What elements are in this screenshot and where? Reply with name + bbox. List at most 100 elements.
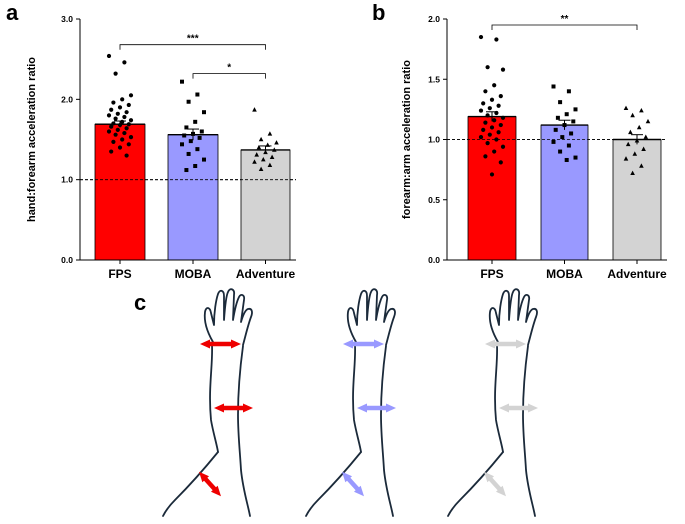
data-point (489, 172, 495, 177)
data-point (487, 106, 492, 111)
bar-moba (167, 134, 219, 261)
data-point (195, 92, 200, 97)
data-point (184, 125, 189, 130)
data-point (180, 142, 184, 147)
data-point (274, 140, 279, 145)
movement-arrow-head (528, 403, 538, 413)
data-point (109, 107, 114, 112)
upper-arm-outline (305, 451, 362, 517)
data-point (115, 111, 120, 116)
data-point (106, 129, 112, 134)
data-point (573, 107, 578, 112)
movement-arrow-head (341, 471, 353, 483)
movement-arrow-head (499, 403, 509, 413)
y-tick-label: 3.0 (61, 14, 73, 24)
hand-outline (203, 288, 253, 346)
data-point (122, 114, 127, 120)
y-tick-label: 1.0 (61, 175, 73, 185)
y-tick-label: 2.0 (61, 94, 73, 104)
data-point (180, 79, 184, 84)
data-point (630, 170, 635, 176)
data-point (489, 97, 495, 102)
hand-outline (488, 288, 538, 346)
forearm-left-outline (209, 344, 219, 453)
data-point (558, 149, 563, 154)
data-point (261, 156, 266, 162)
bar-fps (467, 116, 517, 261)
data-point (492, 118, 497, 123)
data-point (496, 130, 501, 135)
data-point (564, 112, 569, 117)
data-point (483, 89, 488, 94)
data-point (492, 83, 497, 88)
data-point (117, 105, 123, 110)
arm-diagram-fps (162, 288, 253, 517)
data-point (478, 34, 484, 40)
movement-arrow-head (516, 339, 526, 349)
data-point (128, 93, 134, 98)
data-point (186, 99, 191, 104)
data-point (553, 127, 558, 132)
data-point (500, 67, 506, 72)
category-label-fps: FPS (480, 267, 503, 281)
data-point (492, 149, 497, 154)
data-point (195, 147, 200, 152)
data-point (202, 110, 206, 115)
data-point (113, 71, 118, 76)
data-point (564, 157, 569, 162)
data-point (478, 108, 484, 113)
data-point (111, 100, 116, 105)
data-point (558, 100, 563, 105)
arm-right-outline (237, 345, 251, 517)
y-tick-label: 1.0 (428, 135, 440, 145)
data-point (641, 146, 646, 151)
forearm-left-outline (352, 344, 362, 453)
data-point (267, 131, 273, 136)
data-point (128, 134, 134, 140)
y-tick-label: 0.0 (61, 255, 73, 265)
arm-diagrams (162, 288, 538, 517)
data-point (184, 168, 189, 173)
data-point (483, 120, 488, 125)
significance-bracket (192, 73, 266, 79)
data-point (498, 160, 503, 165)
panel-letter-b: b (372, 0, 385, 25)
bar-adventure (612, 139, 662, 261)
chart-panel-b: 0.0 0.5 1.0 1.5 2.0 FPS MOBA Adventure forearm:a… (401, 14, 667, 281)
data-point (117, 145, 123, 150)
arm-right-outline (380, 345, 394, 517)
data-point (500, 144, 506, 149)
data-point (478, 134, 484, 140)
movement-arrow-head (483, 471, 495, 483)
y-axis-title: hand:forearm acceleration ratio (26, 57, 38, 222)
panel-letter-a: a (6, 0, 19, 25)
data-point (106, 53, 112, 59)
data-point (555, 115, 560, 120)
movement-arrow-head (231, 339, 241, 349)
data-point (254, 152, 259, 157)
data-point (258, 166, 264, 172)
data-point (481, 127, 486, 132)
data-point (498, 122, 503, 128)
data-point (202, 157, 206, 162)
data-point (496, 103, 501, 108)
movement-arrow-head (495, 485, 507, 497)
data-point (623, 105, 629, 110)
hand-outline (346, 288, 396, 346)
data-point (645, 118, 651, 124)
data-point (643, 134, 649, 139)
data-point (494, 137, 499, 142)
category-label-adventure: Adventure (607, 267, 667, 281)
significance-bracket (491, 24, 638, 31)
data-point (193, 119, 198, 124)
data-point (628, 129, 633, 135)
data-point (120, 97, 125, 102)
data-point (124, 110, 129, 115)
data-point (551, 139, 556, 144)
movement-arrow-head (198, 471, 210, 483)
upper-arm-outline (447, 451, 504, 517)
data-point (199, 129, 204, 134)
data-point (267, 162, 273, 168)
data-point (481, 101, 486, 106)
chart-panel-a: 0.0 1.0 2.0 3.0 FPS MOBA Adventure hand:forearm… (26, 14, 296, 281)
